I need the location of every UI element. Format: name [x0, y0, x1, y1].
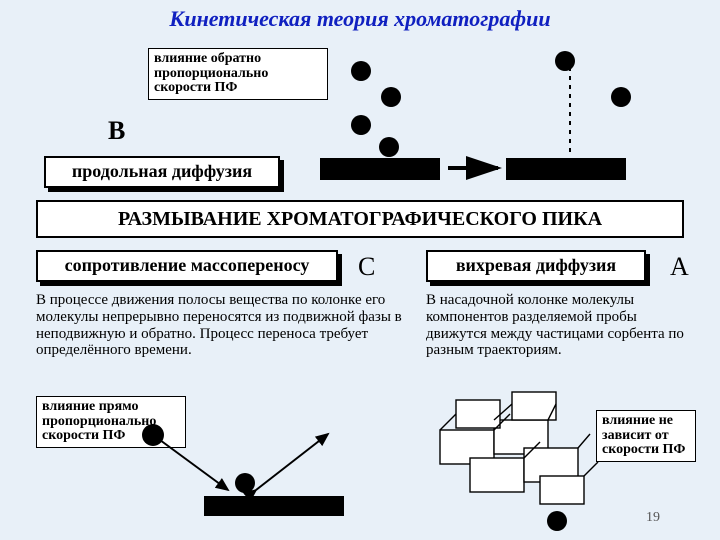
- molecule-dot: [235, 473, 255, 493]
- molecule-dot: [351, 115, 371, 135]
- box-longitudinal-diffusion: продольная диффузия: [44, 156, 280, 188]
- paragraph-eddy: В насадочной колонке молекулы компоненто…: [426, 292, 696, 359]
- box-banner: РАЗМЫВАНИЕ ХРОМАТОГРАФИЧЕСКОГО ПИКА: [36, 200, 684, 238]
- exchange-arrow: [256, 434, 328, 490]
- note-top: влияние обратно пропорционально скорости…: [148, 48, 328, 100]
- letter-c: C: [358, 252, 375, 282]
- box-eddy-diffusion: вихревая диффузия: [426, 250, 646, 282]
- box-mass-transfer: сопротивление массопереносу: [36, 250, 338, 282]
- page-title: Кинетическая теория хроматографии: [0, 6, 720, 32]
- sorbent-schematic: [440, 392, 598, 504]
- molecule-dot: [547, 511, 567, 531]
- paragraph-mass-transfer: В процессе движения полосы вещества по к…: [36, 292, 406, 359]
- note-bottom-left: влияние прямо пропорционально скорости П…: [36, 396, 186, 448]
- molecule-dot: [555, 51, 575, 71]
- molecule-dot: [142, 424, 164, 446]
- molecule-dot: [351, 61, 371, 81]
- page-number: 19: [646, 510, 660, 526]
- letter-a: A: [670, 252, 689, 282]
- letter-b: B: [108, 116, 125, 146]
- diagram-root: Кинетическая теория хроматографии B C A …: [0, 0, 720, 540]
- bar-after: [506, 158, 626, 180]
- molecule-dot: [381, 87, 401, 107]
- bar-before: [320, 158, 440, 180]
- molecule-dot: [611, 87, 631, 107]
- bar-bottom: [204, 496, 344, 516]
- molecule-dot: [379, 137, 399, 157]
- note-bottom-right: влияние не зависит от скорости ПФ: [596, 410, 696, 462]
- molecule-dot: [465, 403, 485, 423]
